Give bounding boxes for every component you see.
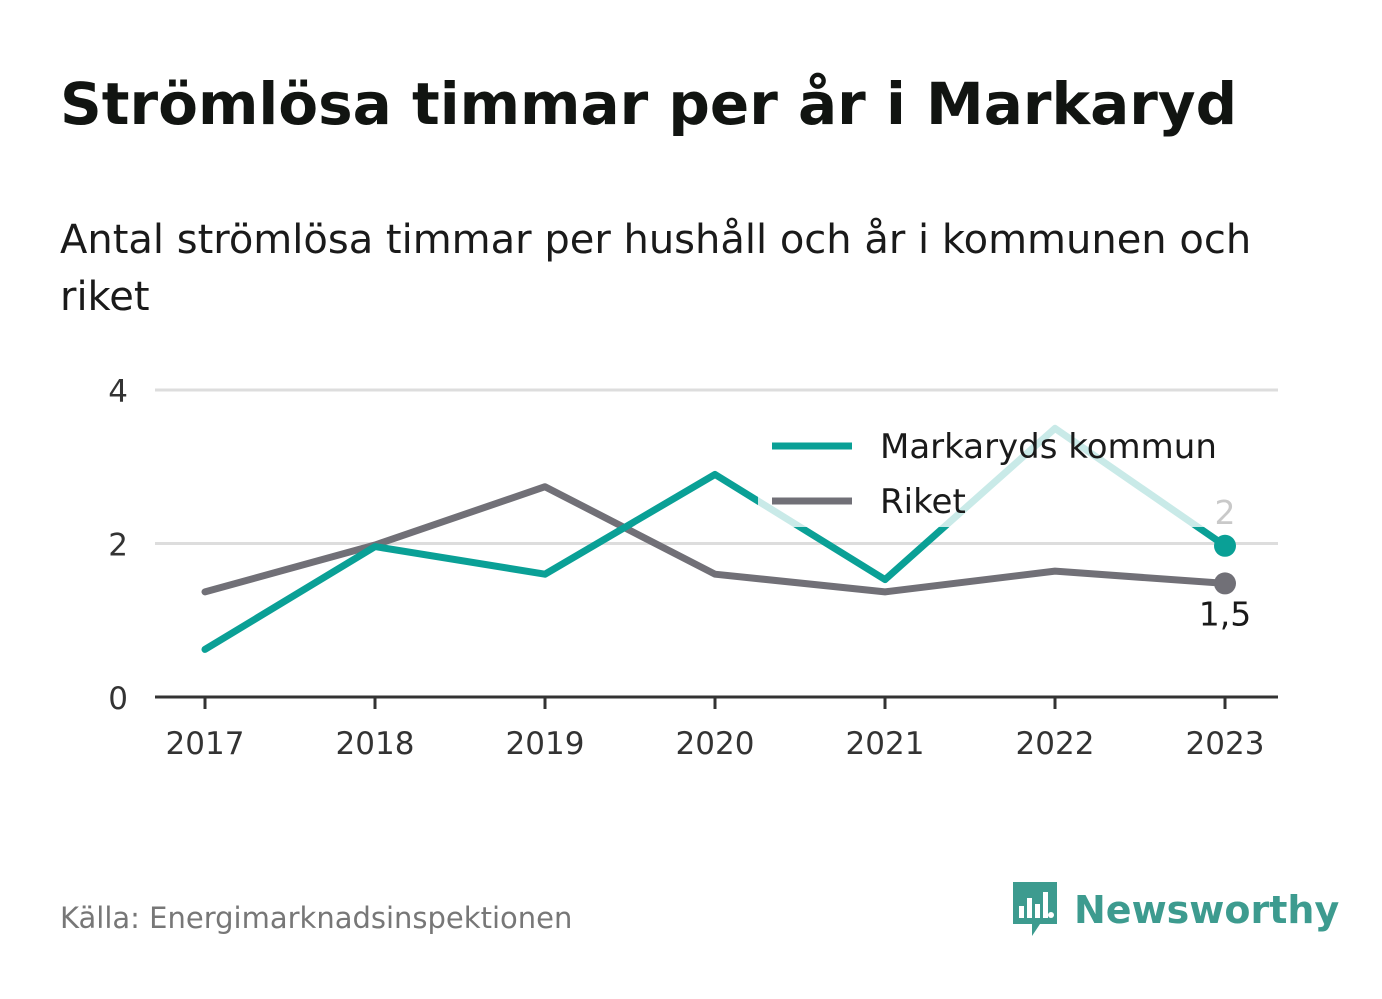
grid-lines: 0 2 4 [108, 374, 1278, 717]
end-value-label: 2 [1215, 493, 1236, 532]
x-tick-label: 2018 [336, 726, 415, 762]
end-point-markaryd [1214, 534, 1236, 557]
y-tick-label: 2 [108, 528, 128, 564]
legend-halo [758, 412, 1263, 527]
x-tick-label: 2023 [1186, 726, 1265, 762]
end-labels: 21,5 [1199, 493, 1251, 634]
chart-subtitle: Antal strömlösa timmar per hushåll och å… [60, 217, 1252, 320]
x-tick-label: 2020 [676, 726, 755, 762]
source-note: Källa: Energimarknadsinspektionen [60, 901, 573, 935]
legend-background [758, 412, 1263, 527]
brand-name: Newsworthy [1074, 888, 1340, 932]
x-tick-label: 2021 [846, 726, 925, 762]
newsworthy-logo: Newsworthy [1010, 880, 1339, 940]
y-tick-label: 4 [108, 374, 128, 410]
newsworthy-chat-chart-icon [1013, 882, 1057, 936]
chart-title: Strömlösa timmar per år i Markaryd [60, 70, 1238, 138]
end-point-riket [1214, 572, 1236, 595]
y-tick-label: 0 [108, 681, 128, 717]
legend-label: Markaryds kommun [880, 427, 1217, 467]
x-tick-label: 2017 [166, 726, 245, 762]
legend: Markaryds kommun Riket [772, 427, 1217, 522]
end-value-label: 1,5 [1199, 594, 1251, 633]
x-tick-label: 2022 [1016, 726, 1095, 762]
x-axis: 2017 2018 2019 2020 2021 2022 2023 [155, 695, 1278, 762]
x-tick-label: 2019 [506, 726, 585, 762]
legend-label: Riket [880, 482, 966, 522]
